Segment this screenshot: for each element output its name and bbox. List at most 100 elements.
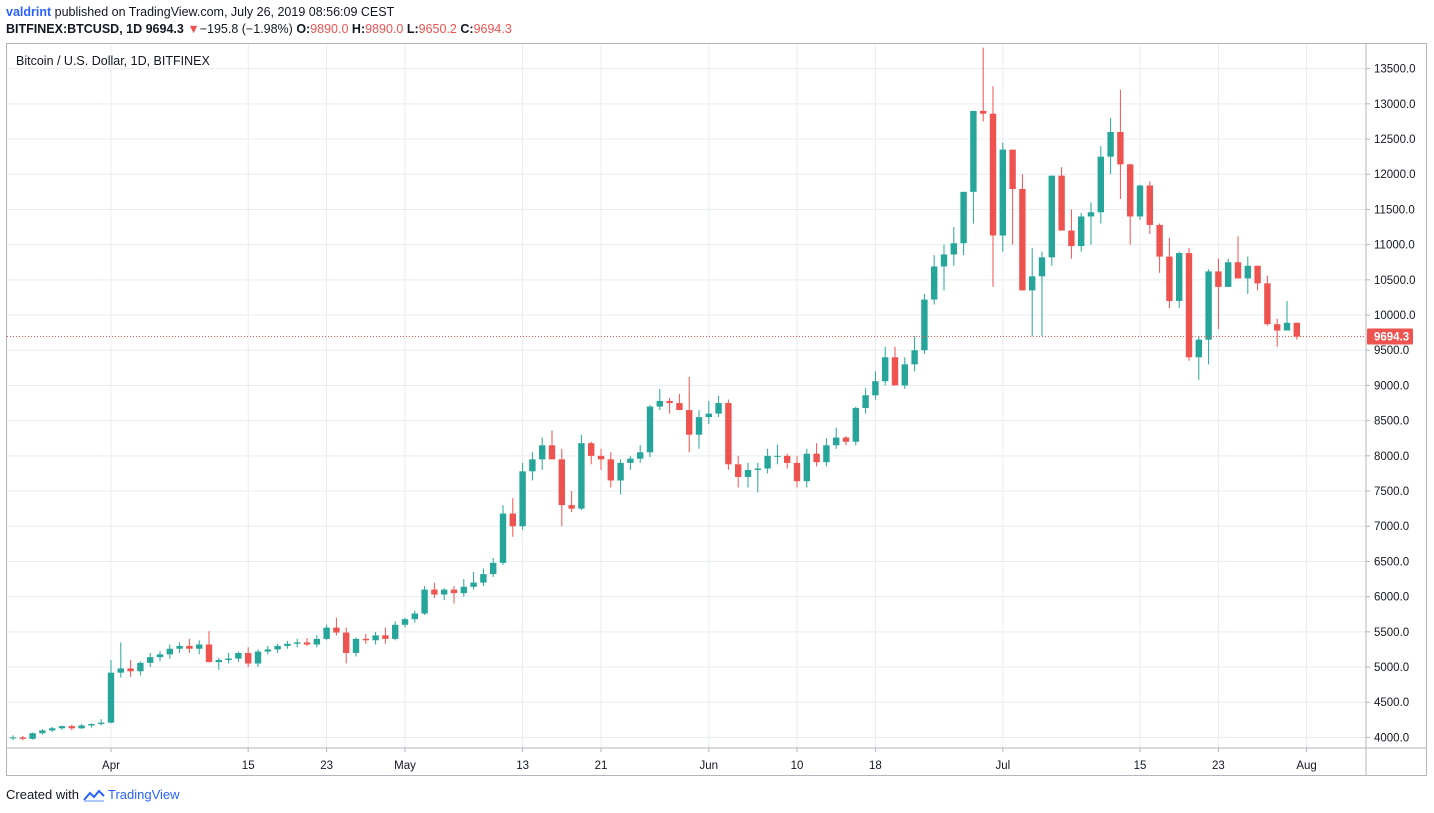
candle-body bbox=[852, 407, 859, 442]
candle bbox=[460, 579, 467, 597]
candle-body bbox=[49, 728, 56, 731]
candle bbox=[862, 388, 869, 414]
candle bbox=[1254, 265, 1261, 291]
x-tick-label: Apr bbox=[102, 760, 120, 772]
low-value: 9650.2 bbox=[418, 22, 457, 36]
candle-body bbox=[156, 654, 164, 658]
candle-body bbox=[19, 737, 26, 739]
candle-body bbox=[695, 417, 703, 435]
candle bbox=[833, 427, 840, 449]
candle bbox=[1156, 223, 1163, 273]
candle-body bbox=[705, 413, 712, 418]
candle bbox=[901, 357, 908, 389]
candle bbox=[352, 637, 360, 657]
candle bbox=[911, 336, 918, 372]
tradingview-brand-label[interactable]: TradingView bbox=[107, 787, 180, 802]
candle-body bbox=[970, 110, 977, 192]
candle-body bbox=[666, 400, 673, 404]
candle-body bbox=[617, 462, 624, 481]
candle-body bbox=[568, 505, 575, 509]
candle bbox=[764, 448, 771, 474]
candle-body bbox=[460, 586, 467, 594]
x-tick-label: 15 bbox=[242, 760, 255, 772]
candle bbox=[401, 617, 409, 628]
last-price: 9694.3 bbox=[145, 22, 184, 36]
open-value: 9890.0 bbox=[310, 22, 349, 36]
candle bbox=[735, 455, 742, 488]
candle bbox=[725, 399, 732, 470]
candle-body bbox=[950, 243, 957, 255]
candle-body bbox=[196, 644, 203, 649]
candle-body bbox=[676, 403, 683, 411]
author-link[interactable]: valdrint bbox=[6, 5, 52, 19]
candle bbox=[284, 640, 291, 649]
candle bbox=[39, 728, 46, 735]
price-axis[interactable]: 4000.0 4500.0 5000.0 5500.0 6000.0 6500.0 7000… bbox=[1366, 64, 1416, 745]
candle bbox=[1117, 89, 1124, 199]
candle bbox=[1234, 236, 1242, 279]
candle bbox=[1029, 248, 1036, 337]
symbol-label: BITFINEX:BTCUSD, 1D bbox=[6, 22, 143, 36]
candle-body bbox=[1293, 322, 1300, 337]
candle bbox=[392, 621, 399, 641]
candle bbox=[1058, 167, 1065, 231]
candle-body bbox=[392, 624, 399, 639]
candle-body bbox=[294, 642, 301, 644]
candle bbox=[470, 572, 477, 590]
y-tick-label: 12500.0 bbox=[1374, 134, 1416, 146]
candle bbox=[960, 191, 967, 256]
candle bbox=[784, 453, 791, 469]
candle bbox=[852, 406, 859, 446]
candle-body bbox=[147, 657, 154, 663]
candle bbox=[539, 437, 546, 470]
candle bbox=[637, 445, 644, 463]
candle-body bbox=[98, 722, 105, 725]
candle-body bbox=[921, 299, 928, 351]
candle bbox=[1146, 181, 1153, 235]
candle-body bbox=[1068, 230, 1075, 247]
candle-body bbox=[1058, 175, 1065, 231]
candle-body bbox=[186, 645, 193, 649]
candle-body bbox=[323, 627, 330, 639]
candle-body bbox=[588, 443, 595, 456]
candle-body bbox=[9, 737, 17, 739]
candle-body bbox=[382, 635, 389, 639]
candle bbox=[1195, 336, 1202, 380]
candle bbox=[323, 624, 330, 641]
candle bbox=[1087, 202, 1095, 245]
candle-body bbox=[1185, 253, 1193, 358]
candle bbox=[656, 388, 663, 411]
candle-body bbox=[1087, 212, 1095, 217]
candle-body bbox=[1019, 189, 1026, 291]
candle bbox=[872, 371, 879, 400]
candle-body bbox=[931, 266, 938, 300]
candle bbox=[1038, 251, 1046, 337]
candle-body bbox=[558, 459, 565, 506]
candlestick-chart[interactable]: 4000.0 4500.0 5000.0 5500.0 6000.0 6500.0 7000… bbox=[7, 44, 1426, 775]
candle bbox=[686, 376, 693, 453]
candle-body bbox=[1127, 164, 1134, 217]
candle bbox=[774, 444, 781, 465]
candle bbox=[127, 660, 134, 677]
candle-body bbox=[1264, 283, 1271, 325]
chart-frame[interactable]: 4000.0 4500.0 5000.0 5500.0 6000.0 6500.0 7000… bbox=[6, 43, 1427, 776]
candle-body bbox=[1078, 216, 1085, 247]
candle-body bbox=[833, 437, 840, 446]
candle bbox=[137, 661, 144, 676]
time-axis[interactable]: Apr 15 23 May 13 21 Jun 10 18 Jul 15 23 Aug bbox=[102, 748, 1317, 772]
candle-body bbox=[1009, 149, 1016, 190]
candle bbox=[1205, 269, 1212, 365]
last-price-tag bbox=[1367, 328, 1413, 345]
candle-body bbox=[842, 437, 850, 442]
candle-body bbox=[117, 668, 124, 673]
candle bbox=[1009, 149, 1016, 245]
x-tick-label: 23 bbox=[1212, 760, 1225, 772]
candle bbox=[597, 448, 605, 470]
candle bbox=[1048, 175, 1055, 266]
tradingview-brand[interactable]: TradingView bbox=[83, 787, 180, 802]
candle-body bbox=[940, 254, 948, 267]
candle bbox=[588, 441, 595, 465]
candle-body bbox=[39, 730, 46, 734]
candle bbox=[480, 568, 487, 587]
candle bbox=[29, 732, 36, 740]
